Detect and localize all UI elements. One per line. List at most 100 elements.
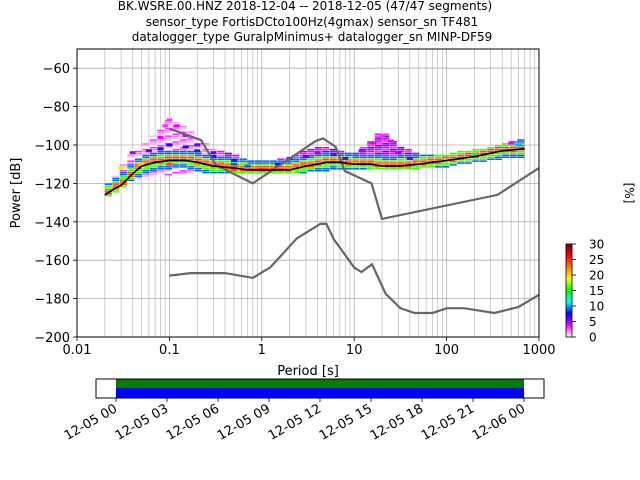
psd-cell	[112, 175, 120, 178]
psd-cell	[389, 162, 397, 164]
psd-cell	[322, 152, 330, 155]
psd-cell	[374, 139, 382, 141]
psd-cell	[502, 154, 510, 157]
psd-cell	[112, 181, 120, 183]
psd-cell	[329, 168, 337, 170]
psd-cell	[172, 139, 180, 141]
psd-cell	[352, 152, 360, 155]
psd-cell	[134, 175, 142, 178]
y-tick-label: −180	[34, 293, 70, 308]
psd-cell	[172, 121, 180, 124]
psd-cell	[307, 154, 315, 157]
psd-cell	[307, 160, 315, 162]
psd-cell	[412, 160, 420, 162]
psd-cell	[142, 162, 150, 164]
psd-cell	[149, 154, 157, 157]
psd-cell	[164, 125, 172, 128]
psd-cell	[412, 168, 420, 170]
psd-cell	[202, 171, 210, 174]
psd-cell	[127, 169, 135, 172]
psd-cell	[479, 152, 487, 155]
psd-cell	[119, 173, 127, 176]
psd-cell	[239, 171, 247, 174]
psd-cell	[247, 162, 255, 164]
psd-cell	[374, 145, 382, 147]
psd-cell	[164, 148, 172, 151]
psd-cell	[172, 145, 180, 147]
psd-cell	[232, 154, 240, 157]
psd-cell	[382, 164, 390, 166]
psd-cell	[187, 137, 195, 139]
psd-cell	[134, 166, 142, 168]
y-tick-label: −200	[34, 331, 70, 346]
x-tick-label: 100	[434, 343, 459, 358]
psd-cell	[127, 160, 135, 162]
mode-line	[104, 148, 525, 196]
psd-sample-cell	[379, 133, 386, 137]
psd-cell	[112, 179, 120, 182]
psd-cell	[172, 150, 180, 153]
psd-cell	[179, 152, 187, 155]
psd-cell	[142, 175, 150, 178]
psd-cell	[202, 143, 210, 145]
psd-sample-cell	[230, 162, 237, 166]
psd-cell	[247, 168, 255, 170]
psd-cell	[434, 164, 442, 166]
psd-cell	[202, 162, 210, 164]
psd-cell	[172, 135, 180, 137]
y-tick-label: −120	[34, 177, 70, 192]
psd-cell	[367, 154, 375, 157]
psd-cell	[322, 148, 330, 151]
psd-cell	[127, 154, 135, 157]
psd-cell	[517, 141, 525, 143]
title-line-2: sensor_type FortisDCto100Hz(4gmax) senso…	[146, 15, 478, 29]
psd-cell	[284, 162, 292, 164]
psd-cell	[367, 160, 375, 162]
psd-cell	[142, 143, 150, 145]
psd-cell	[134, 177, 142, 180]
psd-cell	[397, 168, 405, 170]
psd-cell	[359, 146, 367, 149]
psd-cell	[427, 156, 435, 159]
psd-cell	[277, 160, 285, 162]
timeline-tick-label: 12-05 03	[113, 401, 171, 443]
psd-cell	[502, 143, 510, 145]
colorbar-label: [%]	[622, 183, 636, 204]
psd-cell	[217, 164, 225, 166]
x-tick-label: 10	[346, 343, 363, 358]
psd-cell	[404, 168, 412, 170]
psd-cell	[217, 158, 225, 160]
psd-cell	[352, 156, 360, 159]
psd-cell	[322, 166, 330, 168]
psd-cell	[449, 154, 457, 157]
psd-cell	[322, 150, 330, 153]
psd-cell	[344, 166, 352, 168]
psd-sample-cell	[166, 162, 173, 166]
psd-cell	[472, 158, 480, 160]
psd-cell	[374, 133, 382, 135]
psd-cell	[149, 164, 157, 166]
psd-cell	[382, 154, 390, 157]
psd-sample-cell	[395, 151, 402, 155]
psd-cell	[157, 150, 165, 153]
psd-cell	[247, 171, 255, 174]
psd-cell	[367, 146, 375, 149]
psd-cell	[179, 162, 187, 164]
psd-cell	[344, 156, 352, 159]
psd-cell	[419, 164, 427, 166]
psd-cell	[172, 127, 180, 130]
psd-cell	[142, 156, 150, 159]
psd-cell	[127, 171, 135, 174]
psd-cell	[517, 150, 525, 153]
timeline-tick-label: 12-05 09	[215, 401, 273, 443]
psd-cell	[157, 158, 165, 160]
psd-cell	[322, 164, 330, 166]
psd-cell	[367, 148, 375, 151]
colorbar-tick-label: 10	[589, 300, 604, 314]
y-tick-label: −80	[43, 101, 70, 116]
psd-cell	[194, 156, 202, 159]
psd-sample-cell	[286, 166, 293, 170]
psd-cell	[367, 150, 375, 153]
psd-cell	[442, 162, 450, 164]
